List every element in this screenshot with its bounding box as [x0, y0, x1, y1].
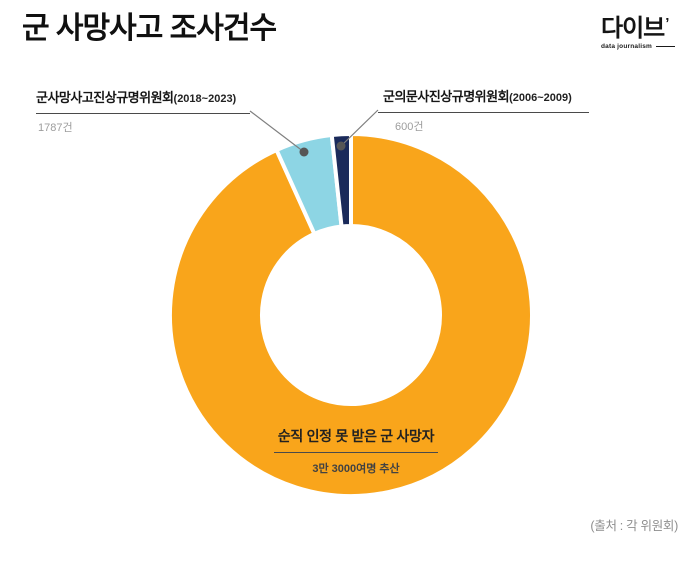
logo-rule — [656, 46, 675, 48]
annotation-right-title: 군의문사진상규명위원회(2006~2009) — [378, 87, 589, 113]
annotation-left-value: 1787건 — [38, 122, 73, 134]
annotation-left-title: 군사망사고진상규명위원회(2018~2023) — [36, 88, 250, 114]
annotation-left: 군사망사고진상규명위원회(2018~2023) 1787건 — [36, 88, 250, 135]
donut-slices — [168, 131, 534, 498]
callout-line-right — [340, 109, 379, 147]
logo: 다이브’ data journalism — [601, 15, 675, 50]
annotation-right-name: 군의문사진상규명위원회 — [383, 89, 510, 104]
donut-center-label: 순직 인정 못 받은 군 사망자 3만 3000여명 추산 — [274, 426, 438, 476]
page-title: 군 사망사고 조사건수 — [22, 12, 277, 45]
center-label-divider — [274, 452, 438, 453]
center-label-subtext: 3만 3000여명 추산 — [312, 463, 400, 475]
donut-slice-2 — [329, 131, 353, 229]
center-label-title: 순직 인정 못 받은 군 사망자 — [277, 428, 435, 444]
callout-dot-left — [299, 147, 309, 157]
logo-text: 다이브 — [601, 15, 665, 42]
logo-subline: data journalism — [601, 43, 675, 50]
logo-wordmark: 다이브’ — [601, 15, 675, 42]
callout-dot-right — [336, 141, 346, 151]
logo-subtext: data journalism — [601, 43, 653, 51]
annotation-right: 군의문사진상규명위원회(2006~2009) 600건 — [378, 87, 589, 134]
annotation-right-period: (2006~2009) — [509, 92, 572, 104]
logo-prime-mark: ’ — [665, 15, 669, 32]
annotation-right-value: 600건 — [395, 121, 424, 133]
donut-slice-0 — [168, 131, 534, 498]
source-credit: (출처 : 각 위원회) — [590, 519, 678, 533]
annotation-left-period: (2018~2023) — [173, 93, 237, 105]
callout-line-left — [249, 110, 305, 153]
annotation-left-name: 군사망사고진상규명위원회 — [36, 90, 174, 105]
